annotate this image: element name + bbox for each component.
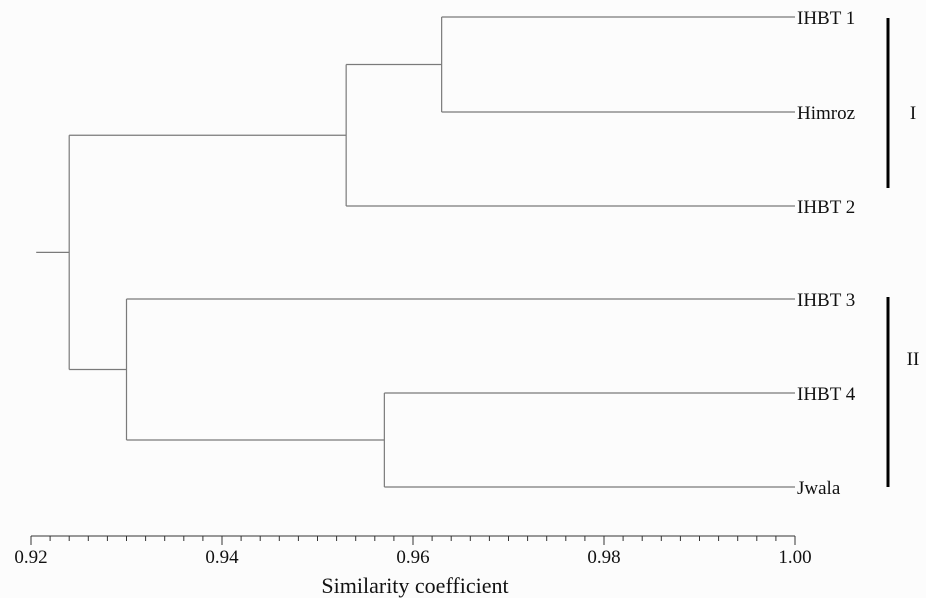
dendrogram-branches — [36, 16, 795, 488]
x-tick-label: 0.96 — [396, 547, 429, 568]
x-axis: 0.92 0.94 0.96 0.98 1.00 Similarity coeffici… — [14, 535, 812, 598]
x-tick-label: 0.92 — [14, 547, 47, 568]
leaf-labels: IHBT 1 Himroz IHBT 2 IHBT 3 IHBT 4 Jwala — [797, 8, 856, 499]
leaf-label: Jwala — [797, 478, 841, 499]
leaf-label: IHBT 4 — [797, 384, 856, 405]
x-tick-label: 0.98 — [587, 547, 620, 568]
leaf-label: Himroz — [797, 103, 855, 124]
x-tick-label: 0.94 — [205, 547, 239, 568]
x-axis-ticks: 0.92 0.94 0.96 0.98 1.00 — [14, 536, 812, 568]
leaf-label: IHBT 3 — [797, 290, 855, 311]
leaf-label: IHBT 1 — [797, 8, 855, 29]
cluster-label: I — [910, 103, 916, 124]
leaf-label: IHBT 2 — [797, 197, 855, 218]
cluster-label: II — [907, 349, 920, 370]
cluster-markers: III — [886, 18, 920, 487]
x-tick-label: 1.00 — [778, 547, 811, 568]
x-axis-title: Similarity coefficient — [321, 573, 508, 598]
